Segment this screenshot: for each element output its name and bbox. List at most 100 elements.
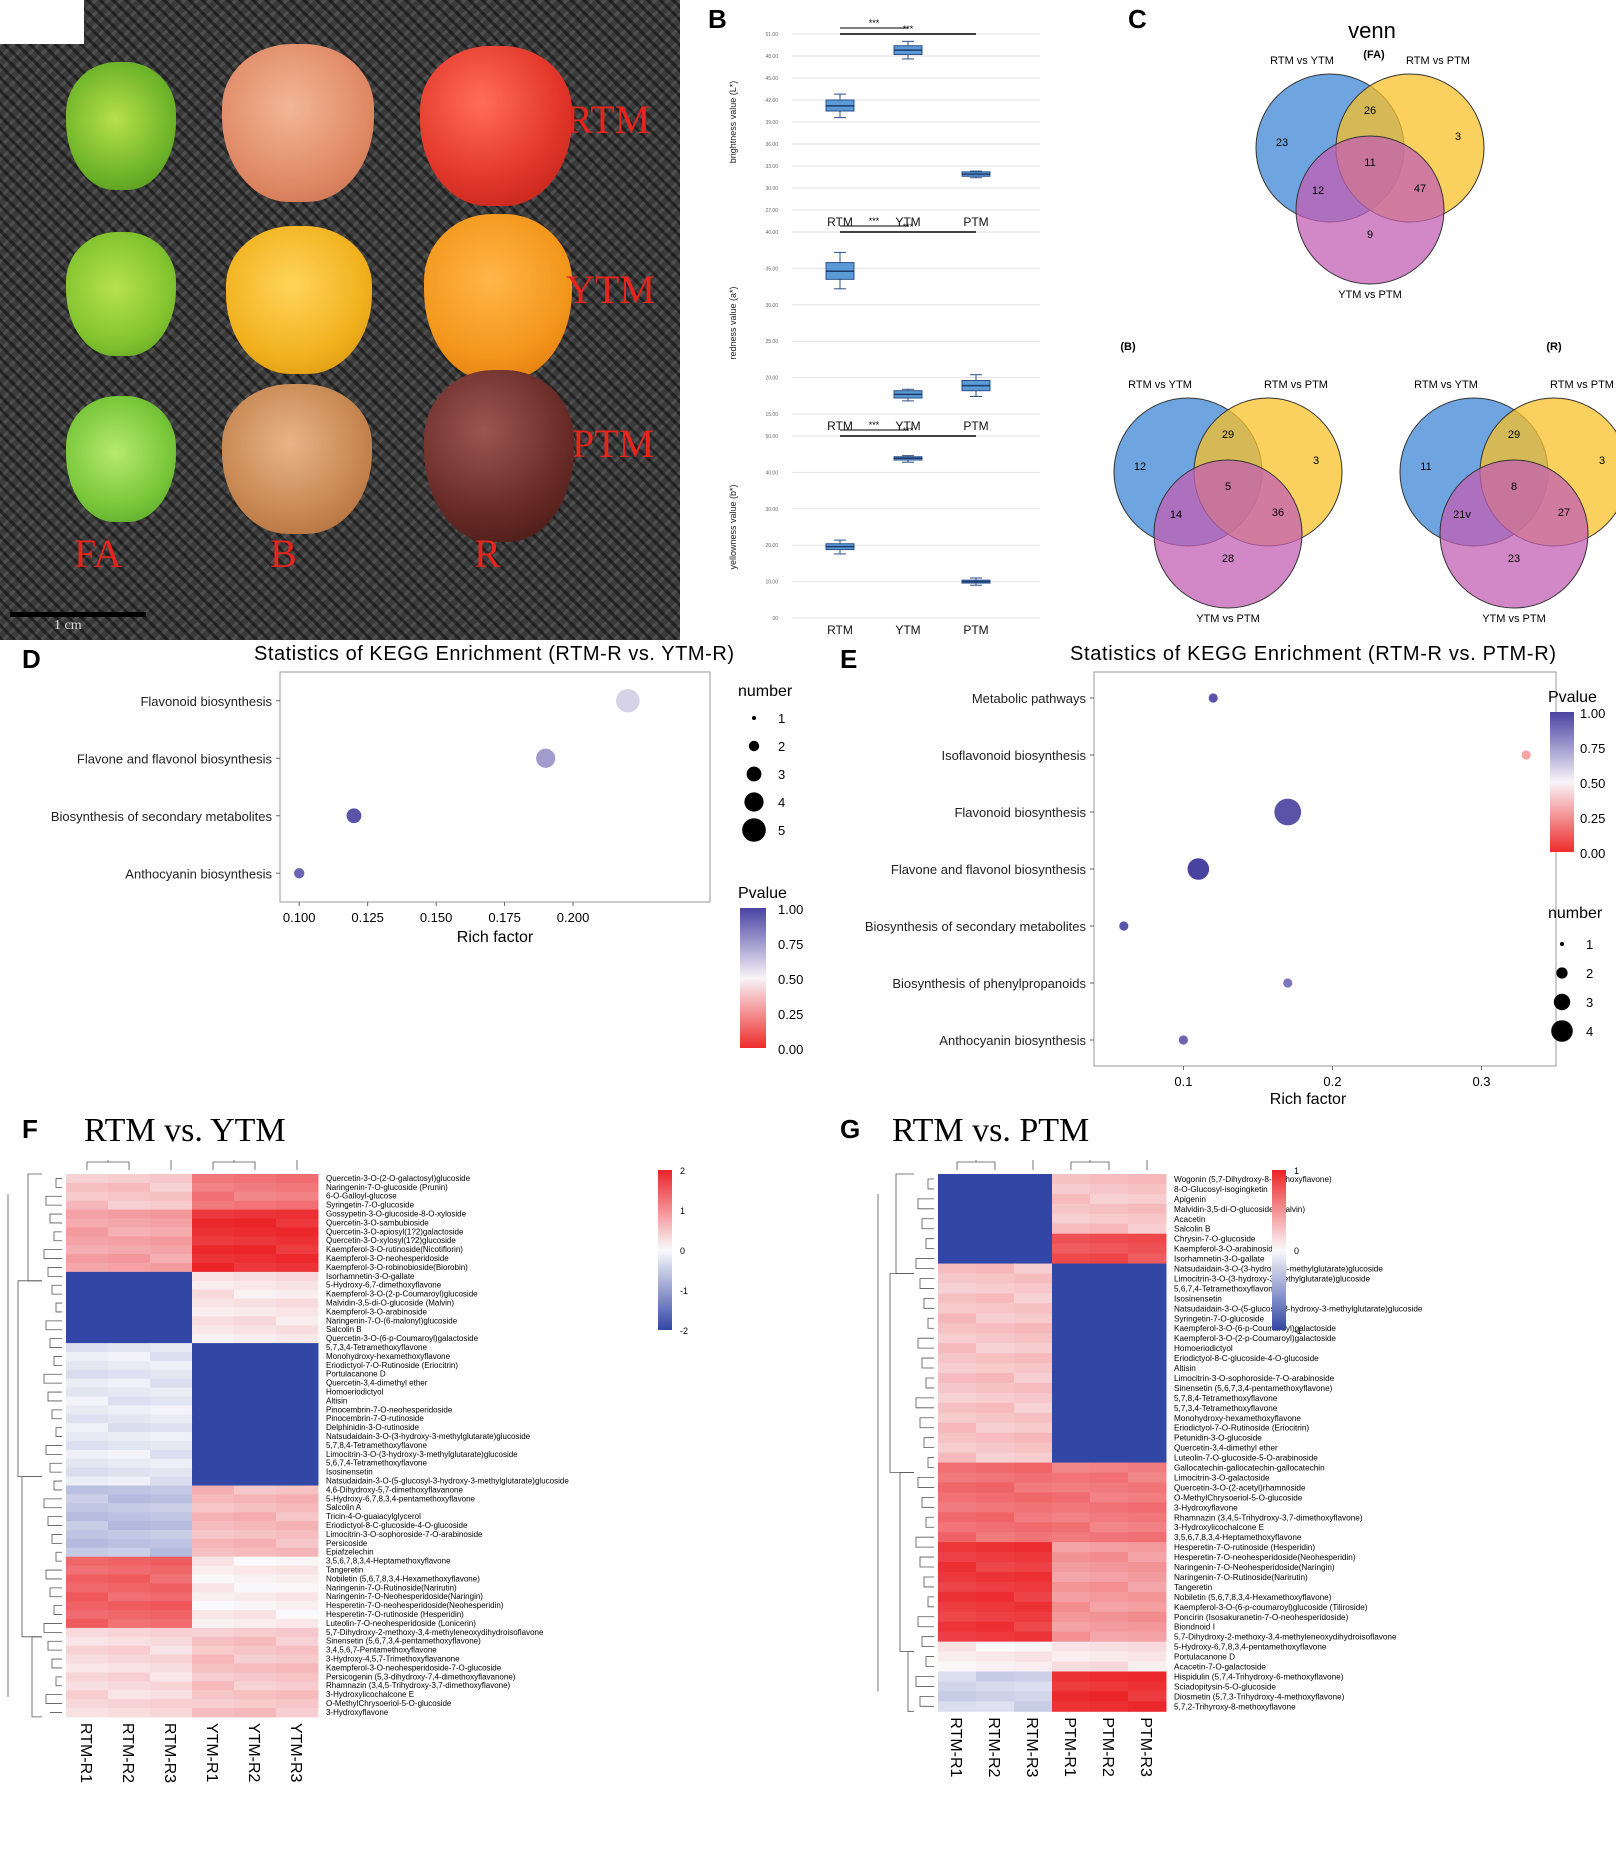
heatmap-cell <box>234 1556 277 1567</box>
dendrogram-branch <box>55 1302 62 1313</box>
sig-label: *** <box>903 222 914 232</box>
heatmap-cell <box>234 1636 277 1647</box>
metabolite-label: Salcolin A <box>326 1503 362 1512</box>
heatmap-cell <box>192 1690 235 1700</box>
heatmap-cell <box>1128 1452 1167 1464</box>
heatmap-cell <box>66 1369 109 1380</box>
heatmap-cell <box>66 1645 109 1656</box>
heatmap-cell <box>976 1213 1015 1225</box>
heatmap-cell <box>108 1343 151 1353</box>
heatmap-cell <box>276 1218 319 1228</box>
heatmap-cell <box>1090 1373 1129 1384</box>
heatmap-cell <box>108 1369 151 1380</box>
dendrogram-branch <box>925 1516 934 1528</box>
venn-count: 5 <box>1225 481 1231 493</box>
heatmap-cell <box>1090 1293 1129 1304</box>
heatmap-cell <box>150 1343 193 1353</box>
col-label-r: R <box>474 531 501 576</box>
heatmap-cell <box>276 1574 319 1584</box>
plot-frame <box>279 671 711 903</box>
heatmap-cell <box>192 1236 235 1246</box>
heatmap-cell <box>150 1565 193 1575</box>
heatmap-cell <box>66 1610 109 1620</box>
ytick-label: 50.00 <box>765 434 778 440</box>
chart-title: Statistics of KEGG Enrichment (RTM-R vs.… <box>254 643 734 665</box>
heatmap-cell <box>1128 1621 1167 1633</box>
heatmap-cell <box>1128 1552 1167 1563</box>
heatmap-cell <box>276 1476 319 1486</box>
heatmap-cell <box>1052 1631 1091 1643</box>
heatmap-cell <box>1014 1193 1053 1205</box>
metabolite-label: Naringenin-7-O-(6-malonyl)glucoside <box>326 1316 458 1325</box>
heatmap-cell <box>1052 1333 1091 1344</box>
heatmap-cell <box>1128 1572 1167 1583</box>
heatmap-cell <box>938 1512 977 1523</box>
metabolite-label: Quercetin-3-O-sambubioside <box>326 1218 429 1227</box>
heatmap-cell <box>150 1360 193 1371</box>
heatmap-cell <box>192 1209 235 1219</box>
heatmap-cell <box>1128 1392 1167 1404</box>
heatmap-cell <box>108 1325 151 1335</box>
dendrogram-branch <box>55 1427 62 1437</box>
enrichment-point <box>1119 921 1129 931</box>
heatmap-cell <box>1014 1621 1053 1633</box>
heatmap-cell <box>150 1387 193 1397</box>
metabolite-label: Kaempferol-3-O-arabinoside <box>326 1307 427 1316</box>
heatmap-cell <box>1090 1283 1129 1294</box>
ytick-label: 10.00 <box>765 580 778 586</box>
heatmap-cell <box>192 1521 235 1531</box>
heatmap-cell <box>276 1343 319 1353</box>
heatmap-cell <box>1090 1671 1129 1682</box>
heatmap-cell <box>1128 1671 1167 1682</box>
heatmap-cell <box>108 1236 151 1246</box>
x-tick-label: 0.100 <box>283 910 316 925</box>
heatmap-cell <box>276 1182 319 1193</box>
heatmap-cell <box>938 1422 977 1434</box>
heatmap-cell <box>150 1654 193 1664</box>
heatmap-cell <box>976 1601 1015 1613</box>
dendrogram-branch <box>921 1496 934 1508</box>
heatmap-cell <box>1128 1512 1167 1523</box>
column-label: YTM-R3 <box>287 1723 304 1783</box>
ytick-label: 40.00 <box>765 470 778 476</box>
metabolite-label: 5,7-Dihydroxy-2-methoxy-3,4-methyleneoxy… <box>326 1628 544 1637</box>
heatmap-cell <box>1014 1223 1053 1235</box>
column-label: PTM-R1 <box>1061 1717 1078 1777</box>
heatmap-cell <box>276 1191 319 1202</box>
heatmap-cell <box>1090 1661 1129 1672</box>
dendrogram-branch <box>47 1391 62 1402</box>
heatmap-cell <box>108 1191 151 1202</box>
metabolite-label: Hesperetin-7-O-neohesperidoside(Neohespe… <box>1174 1553 1356 1562</box>
heatmap-cell <box>1128 1293 1167 1304</box>
panel-label-g: G <box>840 1114 861 1144</box>
heatmap-cell <box>192 1405 235 1415</box>
heatmap-cell <box>1128 1601 1167 1613</box>
heatmap-cell <box>276 1521 319 1531</box>
dendrogram-branch <box>895 1173 914 1274</box>
heatmap-cell <box>66 1334 109 1344</box>
heatmap-cell <box>1014 1522 1053 1533</box>
dendrogram-branch <box>927 1457 934 1468</box>
heatmap-cell <box>192 1218 235 1228</box>
heatmap-cell <box>234 1334 277 1344</box>
metabolite-label: 3-Hydroxyflavone <box>326 1708 389 1717</box>
x-category-label: PTM <box>963 215 988 229</box>
heatmap-cell <box>976 1243 1015 1255</box>
heatmap-cell <box>192 1307 235 1317</box>
heatmap-cell <box>234 1574 277 1584</box>
heatmap-cell <box>1128 1303 1167 1314</box>
heatmap-cell <box>108 1432 151 1442</box>
metabolite-label: Rhamnazin (3,4,5-Trihydroxy-3,7-dimethox… <box>1174 1513 1363 1522</box>
heatmap-cell <box>234 1218 277 1228</box>
metabolite-label: 5,7-Dihydroxy-2-methoxy-3,4-methyleneoxy… <box>1174 1633 1397 1642</box>
heatmap-cell <box>192 1681 235 1691</box>
heatmap-cell <box>66 1476 109 1486</box>
heatmap-cell <box>976 1432 1015 1444</box>
ytick-label: 20.00 <box>765 543 778 549</box>
heatmap-cell <box>1014 1562 1053 1573</box>
heatmap-cell <box>234 1538 277 1549</box>
venn-count: 11 <box>1420 461 1431 473</box>
heatmap-cell <box>1090 1601 1129 1613</box>
heatmap-cell <box>234 1449 277 1460</box>
heatmap-cell <box>1128 1522 1167 1533</box>
